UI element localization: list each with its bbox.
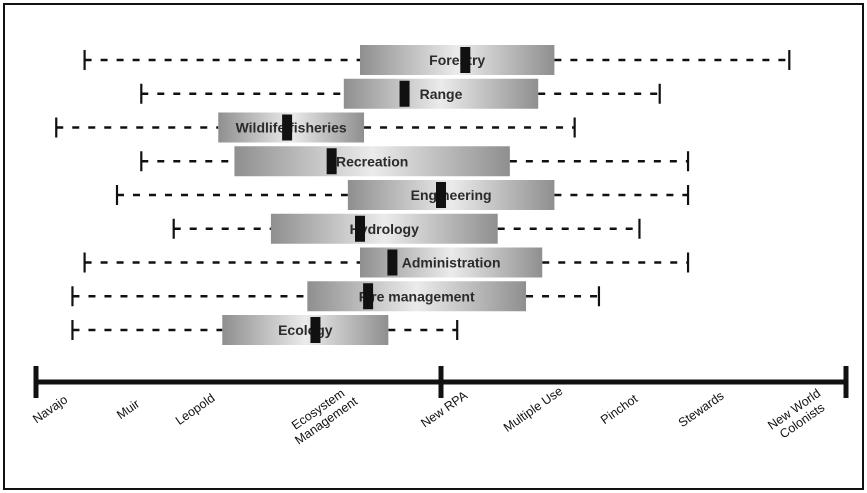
box-row: Engineering [115,180,690,210]
axis-tick-label: Pinchot [598,391,641,427]
box-row: Fire management [71,281,601,312]
box-rows: Forestry Range Wildlife/fisheries Recreatio… [55,45,791,345]
median-marker [460,47,471,73]
box-iqr [270,213,498,244]
median-marker [282,114,293,141]
median-marker [363,283,374,310]
axis-tick-text: Pinchot [598,391,641,427]
axis-tick-label: Leopold [173,391,218,428]
axis-tick-label: Multiple Use [501,384,565,435]
box-label: Engineering [411,187,492,203]
box-row: Ecology [71,315,459,345]
axis-tick-text: Multiple Use [501,384,565,435]
axis-tick-label: New RPA [418,388,470,430]
median-marker [387,249,398,276]
box-iqr [307,281,527,312]
median-marker [310,317,321,343]
box-label: Forestry [429,52,485,68]
axis-tick-text: New RPA [418,388,470,430]
axis-tick-label: Muir [114,397,142,422]
median-marker [355,215,365,242]
box-iqr [234,146,510,177]
box-iqr [360,45,555,75]
box-label: Range [420,86,463,102]
box-iqr [222,315,389,345]
box-iqr [347,180,555,210]
box-label: Ecology [278,322,333,338]
box-label: Recreation [336,153,408,169]
box-row: Forestry [83,45,791,75]
axis-tick-text: Leopold [173,391,218,428]
box-iqr [343,78,539,109]
axis-tick-text: Muir [114,397,142,422]
median-marker [326,148,337,175]
median-marker [436,182,446,208]
box-row: Wildlife/fisheries [55,112,576,143]
median-marker [399,80,410,107]
box-label: Fire management [359,288,475,304]
axis-tick-label: Stewards [676,389,727,430]
box-label: Administration [402,255,501,271]
box-row: Range [140,78,661,109]
box-row: Administration [83,247,690,278]
axis-tick-text: Stewards [676,389,727,430]
box-row: Recreation [140,146,690,177]
box-label: Hydrology [350,221,419,237]
chart-border [3,3,864,490]
box-row: Hydrology [172,213,641,244]
